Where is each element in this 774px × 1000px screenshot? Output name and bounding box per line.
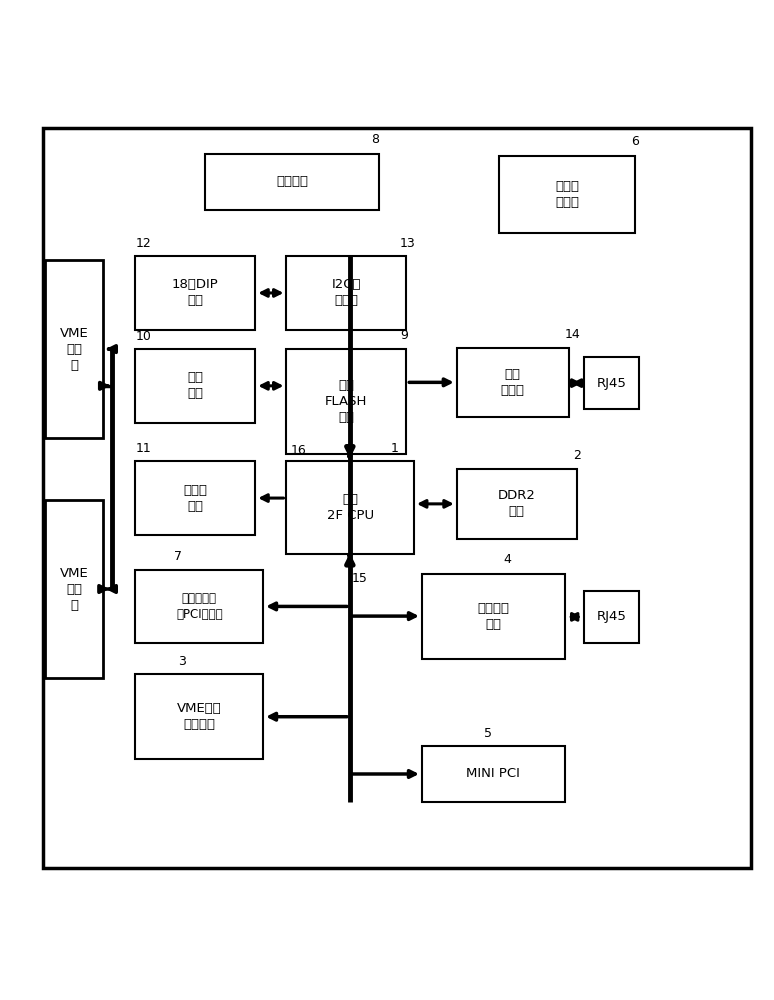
Text: VME总线
接口模块: VME总线 接口模块 [177,702,221,731]
Text: MINI PCI: MINI PCI [467,767,520,780]
Bar [584,591,639,643]
Text: 9: 9 [400,329,408,342]
Bar [135,461,255,535]
Text: 4: 4 [503,553,511,566]
Text: 固件
FLASH
电路: 固件 FLASH 电路 [325,379,368,424]
Text: RJ45: RJ45 [597,377,626,390]
Text: 2: 2 [573,449,580,462]
Bar [457,348,569,417]
Text: 5: 5 [484,727,491,740]
Text: 复位管
理电路: 复位管 理电路 [555,180,579,209]
Bar [457,469,577,539]
Bar [584,357,639,409]
Bar [45,500,103,678]
Bar [135,674,263,759]
Text: 1: 1 [391,442,399,455]
Text: 串口
及外设: 串口 及外设 [501,368,525,397]
Text: 14: 14 [565,328,580,341]
Text: VME
接插
件: VME 接插 件 [60,327,88,372]
Text: 13: 13 [400,237,416,250]
Text: 12: 12 [135,237,151,250]
Bar [422,574,565,659]
Bar [286,461,414,554]
Text: 16: 16 [290,444,306,457]
Bar [499,156,635,233]
Bar [135,256,255,330]
Text: VME
接插
件: VME 接插 件 [60,567,88,612]
Text: 实时
时钟: 实时 时钟 [187,371,204,400]
Text: 7: 7 [174,550,182,563]
Text: 龙芯
2F CPU: 龙芯 2F CPU [327,493,374,522]
Bar [422,746,565,802]
Bar [205,154,379,210]
Text: 8: 8 [372,133,379,146]
Text: 18位DIP
开关: 18位DIP 开关 [172,278,219,307]
Text: 看门狗
电路: 看门狗 电路 [183,484,207,513]
Bar [135,570,263,643]
Text: DDR2
模块: DDR2 模块 [498,489,536,518]
Text: 千兆网络
模块: 千兆网络 模块 [478,602,509,631]
Text: 电源模块: 电源模块 [276,175,308,188]
Bar [135,349,255,423]
Text: 6: 6 [631,135,639,148]
Text: RJ45: RJ45 [597,610,626,623]
Text: I2C接
口电路: I2C接 口电路 [331,278,361,307]
Text: 3: 3 [178,655,186,668]
Bar [286,256,406,330]
Bar [286,349,406,454]
Text: 系统时钟源
与PCI时钟源: 系统时钟源 与PCI时钟源 [176,592,223,621]
Text: 15: 15 [352,572,368,585]
Text: 10: 10 [135,330,152,343]
Text: 11: 11 [135,442,151,455]
Bar [45,260,103,438]
